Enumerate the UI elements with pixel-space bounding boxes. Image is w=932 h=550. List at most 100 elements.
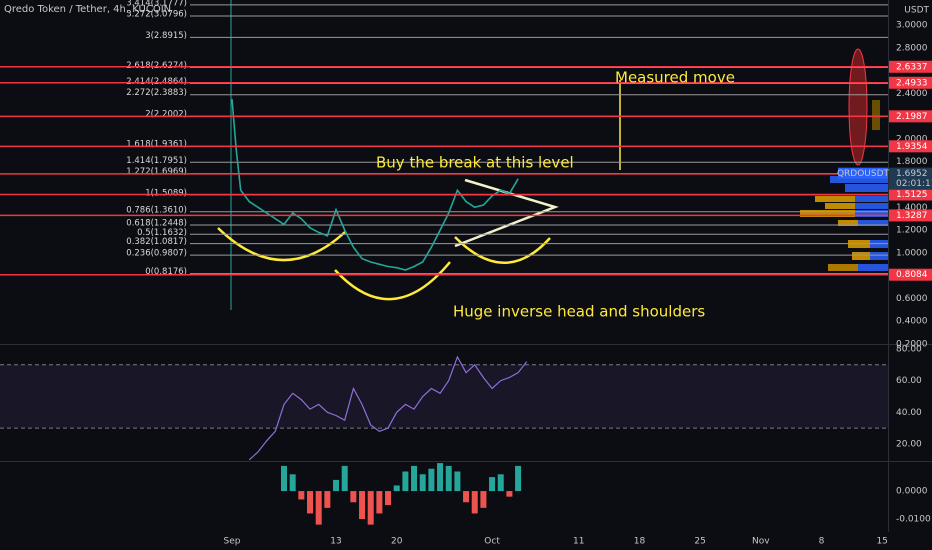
price-level-label: 0.8084 [896, 270, 928, 280]
macd-bar [471, 491, 478, 514]
macd-bar [428, 468, 435, 492]
current-symbol-tag [838, 167, 888, 179]
fib-label: 0.786(1.3610) [126, 205, 187, 215]
x-tick-label: Oct [484, 537, 500, 547]
price-level-tag [889, 76, 932, 89]
annotation: Buy the break at this level [376, 154, 574, 172]
price-level-tag [889, 60, 932, 73]
macd-bar [324, 491, 331, 508]
fib-label: 2.272(2.3883) [126, 88, 187, 98]
fib-label: 3.414(3.1777) [126, 0, 187, 8]
y-tick-label: 20.00 [896, 439, 922, 449]
x-tick-label: 25 [694, 537, 705, 547]
macd-bar [463, 491, 470, 503]
price-level-label: 1.9354 [896, 142, 928, 152]
chart-title: Qredo Token / Tether, 4h, KUCOIN [4, 4, 171, 15]
price-level-label: 1.5125 [896, 190, 928, 200]
fib-label: 0.5(1.1632) [137, 228, 187, 238]
fib-label: 0.236(0.9807) [126, 249, 187, 259]
axis-unit: USDT [904, 6, 929, 16]
x-tick-label: 13 [330, 537, 341, 547]
current-price-tag [889, 167, 932, 190]
fib-label: 2(2.2002) [145, 110, 187, 120]
current-symbol: QRDOUSDT [837, 169, 890, 179]
macd-bar [359, 491, 366, 520]
current-price: 1.6952 [896, 169, 928, 179]
macd-bar [393, 485, 400, 492]
macd-bar [281, 465, 288, 492]
price-level-label: 2.6337 [896, 62, 928, 72]
y-tick-label: 1.4000 [896, 203, 928, 213]
target-zone [848, 48, 868, 166]
macd-bar [376, 491, 383, 514]
macd-bar [515, 465, 522, 492]
x-tick-label: Sep [224, 537, 241, 547]
fib-label: 1.272(1.6969) [126, 167, 187, 177]
rsi-band [0, 364, 888, 429]
macd-bar [419, 474, 426, 492]
y-tick-label: 1.8000 [896, 157, 928, 167]
fib-label: 3(2.8915) [145, 31, 187, 41]
y-tick-label: 80.00 [896, 344, 922, 354]
macd-bar [333, 479, 340, 492]
y-tick-label: 0.0000 [896, 487, 928, 497]
head [334, 261, 451, 301]
price-level-label: 2.1987 [896, 112, 928, 122]
fib-label: 0(0.8176) [145, 267, 187, 277]
x-tick-label: 20 [391, 537, 403, 547]
y-tick-label: 2.0000 [896, 134, 928, 144]
macd-bar [445, 465, 452, 492]
macd-bar [367, 491, 374, 525]
price-line [231, 99, 519, 271]
y-tick-label: 60.00 [896, 376, 922, 386]
price-level-label: 1.3287 [896, 211, 928, 221]
macd-bar [497, 474, 504, 492]
macd-bar [385, 491, 392, 506]
price-level-label: 2.4933 [896, 78, 928, 88]
price-level-tag [889, 140, 932, 153]
macd-bar [350, 491, 357, 503]
y-tick-label: 0.4000 [896, 317, 928, 327]
fib-label: 1.414(1.7951) [126, 156, 187, 166]
price-level-tag [889, 110, 932, 123]
x-tick-label: 18 [634, 537, 646, 547]
y-tick-label: 1.2000 [896, 226, 928, 236]
macd-bar [289, 474, 296, 492]
y-tick-label: 2.8000 [896, 43, 928, 53]
macd-bar [315, 491, 322, 525]
fib-label: 1.618(1.9361) [126, 140, 187, 150]
fib-label: 0.618(1.2448) [126, 218, 187, 228]
macd-bar [341, 465, 348, 492]
price-level-tag [889, 268, 932, 281]
countdown: 02:01:11 [896, 179, 932, 189]
y-tick-label: 3.0000 [896, 21, 928, 31]
x-tick-label: 11 [573, 537, 584, 547]
y-tick-label: -0.0100 [896, 515, 931, 525]
macd-bar [437, 463, 444, 492]
triangle [454, 178, 559, 248]
annotation: Measured move [615, 69, 735, 87]
price-level-tag [889, 209, 932, 222]
x-tick-label: 15 [876, 537, 887, 547]
macd-bar [307, 491, 314, 514]
rsi-line [248, 355, 528, 461]
y-tick-label: 40.00 [896, 408, 922, 418]
fib-label: 3.272(3.0796) [126, 9, 187, 19]
macd-bar [298, 491, 305, 500]
annotation: Huge inverse head and shoulders [453, 303, 705, 321]
macd-bar [480, 491, 487, 508]
right-shoulder [454, 236, 551, 264]
fib-label: 1(1.5089) [145, 188, 187, 198]
x-tick-label: 8 [819, 537, 825, 547]
macd-bar [454, 471, 461, 492]
fib-label: 0.382(1.0817) [126, 237, 187, 247]
price-level-tag [889, 188, 932, 201]
macd-bar [411, 465, 418, 492]
macd-bar [489, 477, 496, 492]
y-tick-label: 1.0000 [896, 248, 928, 258]
macd-bar [402, 471, 409, 492]
macd-bar [506, 491, 513, 497]
x-tick-label: Nov [752, 537, 770, 547]
y-tick-label: 0.6000 [896, 294, 928, 304]
fib-label: 2.618(2.6274) [126, 61, 187, 71]
